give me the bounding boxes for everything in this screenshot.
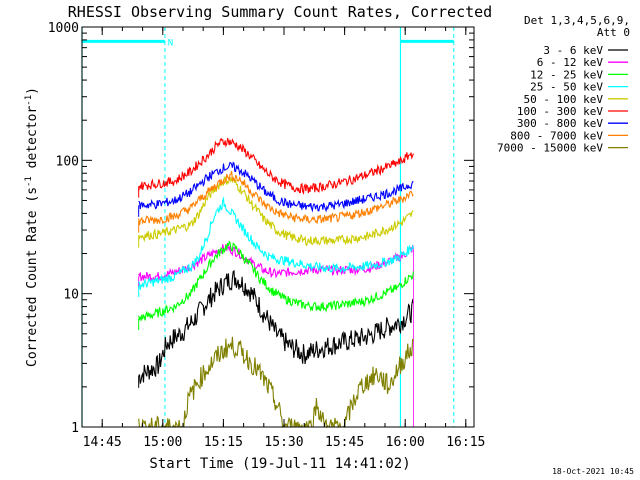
legend-label-8: 7000 - 15000 keV [497, 142, 603, 155]
series-trace-8 [138, 336, 414, 429]
chart-title: RHESSI Observing Summary Count Rates, Co… [68, 3, 492, 21]
axis-layer: 14:45 15:00 15:15 15:30 15:45 16:00 16:15 1 10 10… [48, 21, 486, 450]
legend-label-3: 25 - 50 keV [530, 81, 603, 94]
series-layer [138, 137, 414, 429]
series-trace-3 [138, 196, 414, 290]
legend-label-4: 50 - 100 keV [524, 93, 604, 106]
background-layer: N [81, 27, 455, 427]
series-trace-5 [138, 137, 414, 195]
series-trace-7 [138, 170, 414, 226]
series-trace-2 [138, 240, 414, 321]
y-tick-label-2: 100 [56, 154, 79, 169]
legend-label-5: 100 - 300 keV [517, 105, 603, 118]
x-tick-label-0: 14:45 [83, 435, 122, 450]
legend-header-1: Att 0 [597, 26, 630, 39]
night-label: N [168, 38, 173, 48]
x-tick-label-5: 16:00 [386, 435, 425, 450]
y-tick-label-3: 1000 [48, 21, 79, 36]
legend-label-2: 12 - 25 keV [530, 68, 603, 81]
series-trace-0 [138, 269, 414, 384]
x-tick-label-2: 15:15 [204, 435, 243, 450]
y-axis-label: Corrected Count Rate (s-1 detector-1) [24, 87, 40, 367]
x-tick-label-6: 16:15 [446, 435, 485, 450]
legend-label-1: 6 - 12 keV [537, 56, 604, 69]
plot-frame [81, 26, 475, 428]
series-trace-6 [138, 161, 414, 213]
y-tick-label-0: 1 [71, 421, 79, 436]
series-trace-4 [138, 175, 414, 247]
legend-label-7: 800 - 7000 keV [510, 129, 603, 142]
legend-label-6: 300 - 800 keV [517, 117, 603, 130]
x-axis-label: Start Time (19-Jul-11 14:41:02) [149, 456, 410, 472]
x-tick-label-4: 15:45 [325, 435, 364, 450]
x-tick-label-1: 15:00 [143, 435, 182, 450]
legend-header-0: Det 1,3,4,5,6,9, [524, 14, 630, 27]
legend-label-0: 3 - 6 keV [543, 44, 603, 57]
x-tick-label-3: 15:30 [264, 435, 303, 450]
footer-timestamp: 18-Oct-2021 10:45 [552, 467, 634, 476]
y-tick-label-1: 10 [63, 288, 79, 303]
series-trace-1 [138, 244, 414, 282]
